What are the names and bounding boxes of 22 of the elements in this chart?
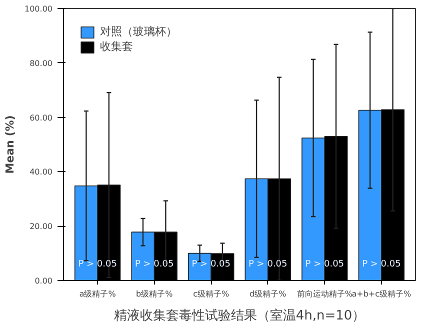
x-tick-label: a级精子%	[79, 290, 116, 298]
y-tick-label: 80.00	[30, 58, 53, 68]
x-tick-label: b级精子%	[136, 290, 174, 298]
annotation: P > 0.05	[78, 260, 117, 270]
y-tick-label: 60.00	[30, 113, 53, 122]
annotation: P > 0.05	[248, 260, 288, 270]
y-tick-label: 100.00	[24, 4, 53, 14]
y-tick-label: 20.00	[30, 222, 53, 232]
annotation: P > 0.05	[134, 260, 174, 270]
legend-label: 收集套	[100, 39, 133, 54]
x-tick-label: a+b+c级精子%	[352, 290, 412, 298]
text: 精液收集套毒性试验结果（室温4h,n=10）	[114, 308, 366, 324]
annotation: P > 0.05	[305, 260, 344, 270]
x-tick-label: d级精子%	[250, 290, 287, 298]
y-tick-label: 40.00	[30, 168, 53, 177]
annotation: P > 0.05	[362, 260, 401, 270]
x-tick-label: c级精子%	[193, 290, 230, 298]
y-tick-label: 0.00	[34, 276, 52, 286]
x-tick-label: 前向运动精子%	[296, 290, 353, 298]
legend-label: 对照（玻璃杯）	[100, 24, 177, 39]
y-axis-title: Mean (%)	[4, 115, 17, 174]
annotation: P > 0.05	[192, 260, 230, 270]
